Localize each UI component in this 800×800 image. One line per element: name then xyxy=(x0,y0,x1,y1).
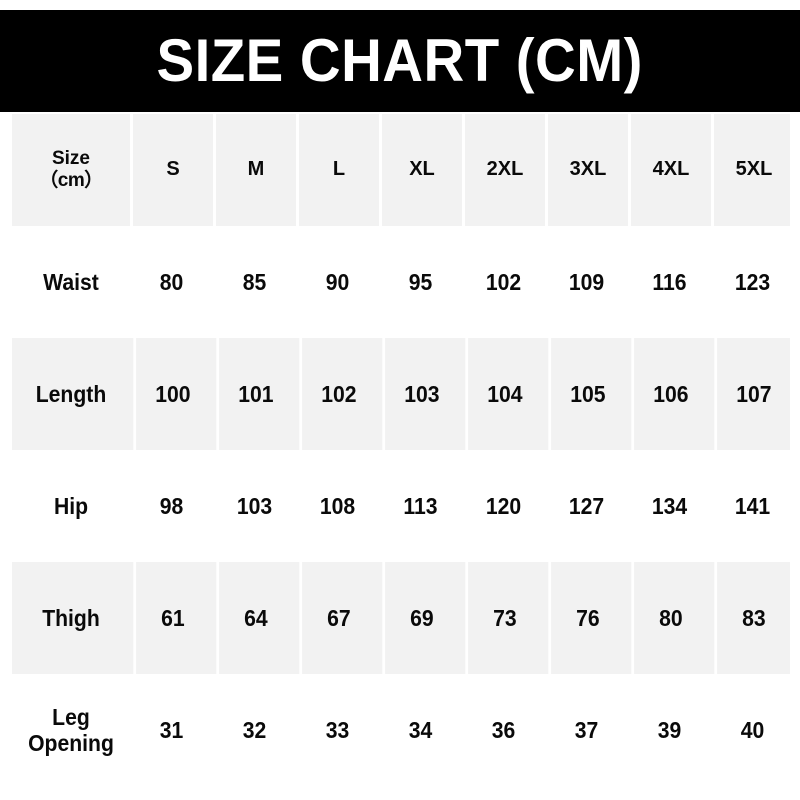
row-label-text: Thigh xyxy=(42,604,100,631)
title-banner: SIZE CHART (CM) xyxy=(0,10,800,112)
cell-waist-4xl: 116 xyxy=(652,268,687,295)
table-header-row: Size （cm） S M L XL 2XL 3XL 4XL 5XL xyxy=(12,114,790,226)
table-row: Waist 80 85 90 95 102 109 116 123 xyxy=(12,226,790,338)
page-title: SIZE CHART (CM) xyxy=(156,27,644,94)
cell-hip-2xl: 120 xyxy=(485,492,522,519)
cell-length-2xl: 104 xyxy=(465,338,541,450)
row-label-text-line1: Leg xyxy=(52,703,90,730)
cell-leg-opening-3xl: 37 xyxy=(574,716,599,743)
corner-label: Size xyxy=(51,147,91,169)
row-label-hip: Hip xyxy=(17,450,126,562)
cell-leg-opening-s: 31 xyxy=(159,716,184,743)
cell-leg-opening-m: 32 xyxy=(242,716,267,743)
cell-hip-xl: 113 xyxy=(403,492,438,519)
cell-leg-opening-5xl: 40 xyxy=(740,716,765,743)
table-row: Thigh 61 64 67 69 73 76 80 83 xyxy=(12,562,790,674)
cell-length-xl: 103 xyxy=(382,338,458,450)
column-header-m: M xyxy=(213,114,296,226)
column-header-l: L xyxy=(296,114,379,226)
cell-waist-l: 90 xyxy=(325,268,350,295)
column-header-4xl: 4XL xyxy=(628,114,711,226)
cell-waist-2xl: 102 xyxy=(485,268,522,295)
cell-hip-5xl: 141 xyxy=(734,492,771,519)
cell-thigh-4xl: 80 xyxy=(631,562,707,674)
cell-waist-s: 80 xyxy=(159,268,184,295)
row-label-text-line2: Opening xyxy=(28,730,114,756)
cell-length-4xl: 106 xyxy=(631,338,707,450)
header-corner-cell: Size （cm） xyxy=(12,114,130,226)
column-header-s: S xyxy=(130,114,213,226)
table-row: Length 100 101 102 103 104 105 106 107 xyxy=(12,338,790,450)
column-header-3xl: 3XL xyxy=(545,114,628,226)
cell-hip-3xl: 127 xyxy=(568,492,605,519)
cell-leg-opening-2xl: 36 xyxy=(491,716,516,743)
row-label-text: Hip xyxy=(53,492,89,519)
cell-waist-3xl: 109 xyxy=(568,268,605,295)
corner-unit: （cm） xyxy=(39,170,103,191)
cell-waist-m: 85 xyxy=(242,268,267,295)
cell-thigh-xl: 69 xyxy=(382,562,458,674)
cell-length-m: 101 xyxy=(216,338,292,450)
cell-thigh-l: 67 xyxy=(299,562,375,674)
size-chart-table: Size （cm） S M L XL 2XL 3XL 4XL 5XL Waist… xyxy=(12,114,790,786)
row-label-leg-opening: Leg Opening xyxy=(17,674,126,786)
cell-length-5xl: 107 xyxy=(714,338,790,450)
cell-length-s: 100 xyxy=(133,338,209,450)
cell-length-3xl: 105 xyxy=(548,338,624,450)
row-label-length: Length xyxy=(17,338,126,450)
cell-length-l: 102 xyxy=(299,338,375,450)
cell-leg-opening-xl: 34 xyxy=(408,716,433,743)
column-header-2xl: 2XL xyxy=(462,114,545,226)
cell-waist-5xl: 123 xyxy=(734,268,771,295)
cell-hip-s: 98 xyxy=(159,492,184,519)
cell-waist-xl: 95 xyxy=(408,268,433,295)
cell-thigh-2xl: 73 xyxy=(465,562,541,674)
cell-leg-opening-l: 33 xyxy=(325,716,350,743)
cell-thigh-m: 64 xyxy=(216,562,292,674)
cell-thigh-5xl: 83 xyxy=(714,562,790,674)
table-row: Leg Opening 31 32 33 34 36 37 39 40 xyxy=(12,674,790,786)
row-label-thigh: Thigh xyxy=(17,562,126,674)
row-label-waist: Waist xyxy=(17,226,126,338)
row-label-text: Length xyxy=(35,380,107,407)
row-label-text: Waist xyxy=(43,268,99,295)
cell-thigh-s: 61 xyxy=(133,562,209,674)
cell-leg-opening-4xl: 39 xyxy=(657,716,682,743)
cell-hip-m: 103 xyxy=(236,492,273,519)
column-header-5xl: 5XL xyxy=(711,114,794,226)
cell-hip-l: 108 xyxy=(319,492,356,519)
column-header-xl: XL xyxy=(379,114,462,226)
cell-thigh-3xl: 76 xyxy=(548,562,624,674)
cell-hip-4xl: 134 xyxy=(651,492,688,519)
table-row: Hip 98 103 108 113 120 127 134 141 xyxy=(12,450,790,562)
